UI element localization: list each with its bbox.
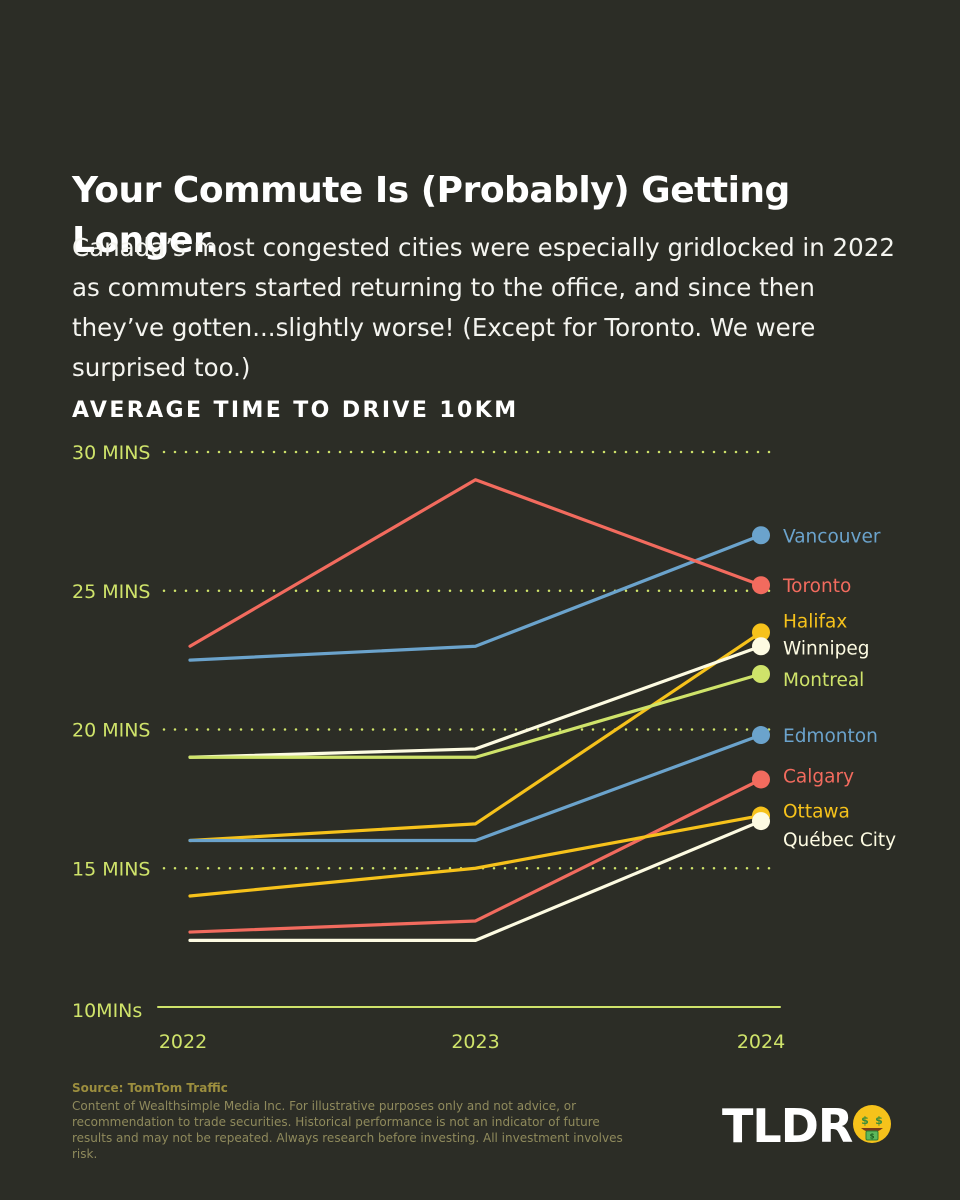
svg-text:$: $: [870, 1133, 875, 1141]
series-label: Québec City: [783, 830, 896, 851]
series-label: Ottawa: [783, 802, 850, 823]
chart-grid: [157, 450, 782, 1008]
series-label: Halifax: [783, 611, 847, 632]
series-end-points: [752, 526, 770, 831]
series-line: [188, 813, 763, 898]
y-axis-ticks: 30 MINS 25 MINS 20 MINS 15 MINS 10MINs: [72, 442, 151, 1022]
series-label: Vancouver: [783, 526, 881, 547]
series-end-point: [752, 576, 770, 595]
svg-text:$: $: [875, 1114, 883, 1127]
y-tick-label: 20 MINS: [72, 720, 151, 742]
disclaimer-text: Content of Wealthsimple Media Inc. For i…: [72, 1099, 623, 1161]
series-line: [188, 819, 763, 943]
chart-title: AVERAGE TIME TO DRIVE 10KM: [72, 398, 519, 423]
x-tick-label: 2024: [737, 1031, 785, 1053]
series-line: [188, 733, 763, 843]
series-label: Calgary: [783, 766, 854, 787]
series-end-point: [752, 726, 770, 745]
series-end-point: [752, 665, 770, 683]
y-tick-label: 10MINs: [72, 1000, 142, 1022]
series-line: [188, 478, 763, 648]
x-tick-label: 2023: [451, 1031, 499, 1053]
series-end-point: [752, 637, 770, 656]
x-tick-label: 2022: [159, 1031, 207, 1053]
series-end-point: [752, 623, 770, 642]
series-label: Edmonton: [783, 726, 878, 747]
page-title: Your Commute Is (Probably) Getting Longe…: [72, 170, 790, 261]
x-axis-ticks: 2022 2023 2024: [159, 1031, 785, 1053]
logo-text: TLDR: [722, 1099, 853, 1153]
series-label: Winnipeg: [783, 638, 869, 659]
series-line: [188, 644, 763, 759]
series-end-point: [752, 526, 770, 545]
series-label: Toronto: [782, 576, 851, 597]
source-note: Source: TomTom Traffic: [72, 1081, 228, 1095]
series-line: [188, 672, 763, 759]
y-tick-label: 30 MINS: [72, 442, 151, 464]
tldr-logo: TLDR $ $ $: [722, 1098, 894, 1154]
y-tick-label: 15 MINS: [72, 858, 151, 880]
money-face-icon: $ $ $: [853, 1105, 891, 1143]
series-labels: Vancouver Toronto Halifax Winnipeg Montreal E…: [782, 526, 896, 851]
svg-text:$: $: [861, 1114, 869, 1127]
series-end-point: [752, 812, 770, 831]
series-label: Montreal: [783, 670, 864, 691]
series-end-point: [752, 770, 770, 789]
series-line: [188, 630, 763, 843]
series-line: [188, 533, 763, 662]
series-line: [188, 777, 763, 934]
page-subtitle: Canada’s most congested cities were espe…: [72, 233, 895, 382]
y-tick-label: 25 MINS: [72, 581, 151, 603]
series-lines: [188, 478, 763, 943]
